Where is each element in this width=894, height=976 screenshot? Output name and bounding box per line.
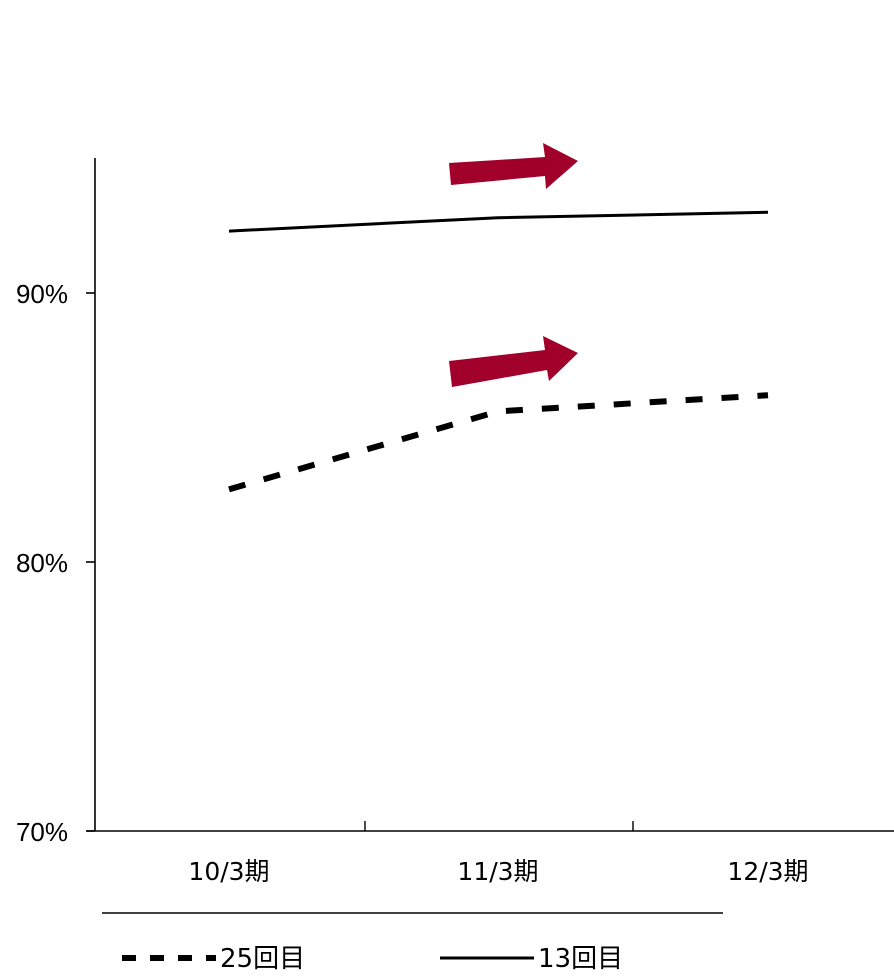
x-axis-ticks: 10/3期 11/3期 12/3期 — [188, 821, 809, 886]
x-tick-label: 12/3期 — [727, 857, 808, 886]
legend-label: 13回目 — [538, 944, 623, 974]
series-line-dashed — [228, 392, 769, 493]
x-tick-label: 11/3期 — [457, 857, 538, 886]
trend-arrow-icon — [449, 143, 578, 189]
y-tick-label: 80% — [16, 548, 68, 578]
y-tick-label: 90% — [16, 279, 68, 309]
chart-axes — [87, 158, 894, 914]
chart-series — [228, 210, 769, 493]
chart-legend: 25回目 13回目 — [122, 944, 623, 974]
y-axis-ticks: 70% 80% 90% — [16, 279, 95, 847]
trend-arrows — [449, 143, 578, 387]
legend-label: 25回目 — [220, 944, 305, 974]
series-line-solid — [228, 210, 769, 233]
x-tick-label: 10/3期 — [188, 857, 269, 886]
y-tick-label: 70% — [16, 817, 68, 847]
trend-arrow-icon — [449, 336, 578, 387]
